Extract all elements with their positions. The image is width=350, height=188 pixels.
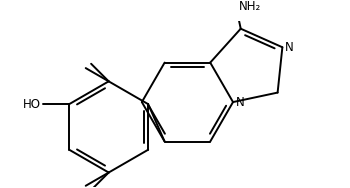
Text: NH₂: NH₂	[238, 0, 261, 13]
Text: N: N	[285, 41, 294, 54]
Text: HO: HO	[23, 98, 41, 111]
Text: N: N	[236, 96, 245, 108]
